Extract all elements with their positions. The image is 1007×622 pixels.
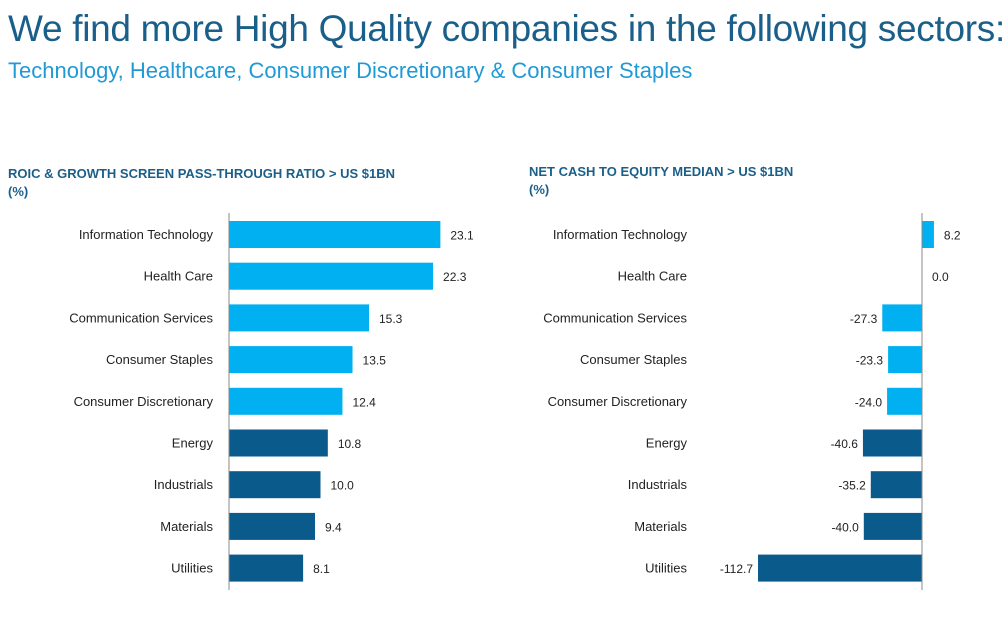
chart-1-value-label: 23.1 (450, 229, 474, 243)
chart-1-category-label: Utilities (171, 561, 213, 576)
chart-2-value-label: -24.0 (855, 395, 883, 409)
chart-1-bar (229, 346, 353, 374)
chart-2-value-label: -40.0 (831, 520, 859, 534)
chart-1-bar (229, 429, 328, 457)
chart-1-value-label: 9.4 (325, 520, 342, 534)
chart-1-category-label: Energy (172, 436, 214, 451)
chart-1-value-label: 8.1 (313, 562, 330, 576)
chart-2-category-label: Utilities (645, 561, 687, 576)
chart-2-value-label: 8.2 (944, 229, 961, 243)
chart-1-bar (229, 387, 343, 415)
chart-2-unit: (%) (529, 182, 550, 197)
chart-1-value-label: 12.4 (352, 395, 376, 409)
chart-1-category-label: Information Technology (79, 227, 214, 242)
chart-1-bar (229, 471, 321, 499)
chart-1-value-label: 13.5 (363, 354, 387, 368)
chart-2-bar (888, 346, 922, 374)
chart-2-category-label: Consumer Staples (580, 352, 687, 367)
chart-2-bar (922, 221, 934, 248)
chart-2-category-label: Communication Services (543, 310, 687, 325)
chart-2-bar (870, 471, 922, 499)
chart-2-plot: Information Technology 8.2 Health Care 0.0 C… (543, 213, 961, 590)
chart-1-bar (229, 554, 304, 582)
chart-1-bar (229, 262, 434, 290)
chart-2-value-label: -35.2 (838, 479, 866, 493)
chart-2-category-label: Energy (646, 436, 688, 451)
chart-2-bar (887, 387, 922, 415)
chart-1-unit: (%) (8, 184, 29, 199)
chart-2-category-label: Health Care (618, 269, 687, 284)
chart-1-bar (229, 304, 369, 332)
page-subtitle: Technology, Healthcare, Consumer Discret… (8, 58, 693, 83)
chart-1-value-label: 10.0 (331, 479, 355, 493)
chart-2-category-label: Information Technology (553, 227, 688, 242)
chart-1-category-label: Consumer Discretionary (74, 394, 214, 409)
chart-2-value-label: -40.6 (831, 437, 859, 451)
chart-1-value-label: 22.3 (443, 270, 467, 284)
chart-1-value-label: 15.3 (379, 312, 403, 326)
chart-1-value-label: 10.8 (338, 437, 362, 451)
chart-2-value-label: 0.0 (932, 270, 949, 284)
chart-2-value-label: -23.3 (856, 354, 884, 368)
chart-2-value-label: -27.3 (850, 312, 878, 326)
chart-1-bar (229, 221, 441, 248)
chart-2-title: NET CASH TO EQUITY MEDIAN > US $1BN (529, 164, 794, 179)
chart-1-category-label: Consumer Staples (106, 352, 213, 367)
chart-1-bar (229, 512, 316, 540)
chart-1-category-label: Communication Services (69, 310, 213, 325)
chart-2-bar (862, 429, 922, 457)
chart-2-bar (758, 554, 922, 582)
chart-1-title: ROIC & GROWTH SCREEN PASS-THROUGH RATIO … (8, 166, 396, 181)
chart-1-plot: Information Technology 23.1 Health Care 22.… (69, 213, 474, 590)
chart-1-category-label: Health Care (144, 269, 213, 284)
chart-2-value-label: -112.7 (720, 562, 753, 576)
chart-2-bar (863, 512, 922, 540)
chart-2-bar (882, 304, 922, 332)
chart-1-category-label: Materials (160, 519, 213, 534)
page-title: We find more High Quality companies in t… (8, 8, 1005, 49)
chart-2-category-label: Materials (634, 519, 687, 534)
chart-2-category-label: Industrials (628, 477, 688, 492)
chart-1-category-label: Industrials (154, 477, 214, 492)
chart-2-category-label: Consumer Discretionary (548, 394, 688, 409)
